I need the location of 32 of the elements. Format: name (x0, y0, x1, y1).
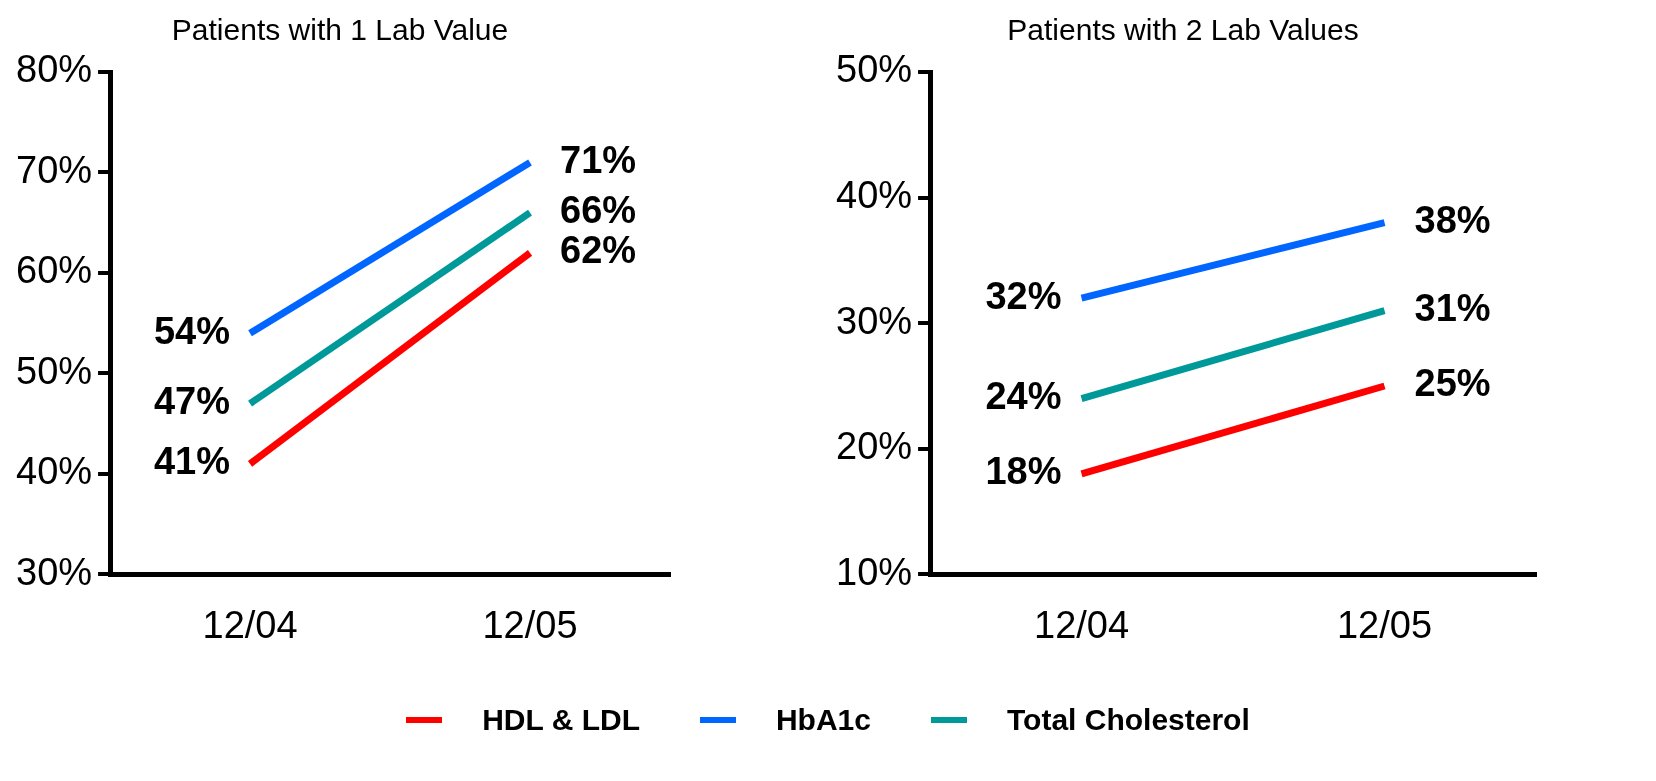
y-tick-label: 80% (15, 48, 93, 91)
legend-label: HDL & LDL (482, 703, 640, 737)
data-label: 54% (153, 309, 231, 352)
x-tick-label: 12/04 (1033, 603, 1130, 646)
data-label: 24% (985, 375, 1062, 418)
data-label: 71% (560, 138, 637, 181)
y-tick-label: 50% (835, 48, 913, 91)
y-tick-label: 20% (835, 425, 913, 468)
y-tick-label: 70% (15, 148, 93, 191)
x-tick-label: 12/04 (202, 603, 298, 646)
chart-title: Patients with 1 Lab Value (171, 13, 509, 47)
x-tick-label: 12/05 (1336, 603, 1433, 646)
data-label: 31% (1414, 287, 1491, 330)
y-tick-label: 30% (835, 299, 913, 342)
y-tick-label: 30% (15, 550, 93, 593)
y-tick-label: 10% (835, 550, 913, 593)
y-tick-label: 60% (15, 249, 93, 292)
legend-label: HbA1c (775, 703, 871, 737)
data-label: 41% (153, 440, 231, 483)
data-label: 38% (1414, 199, 1491, 242)
y-tick-label: 40% (15, 450, 93, 493)
data-label: 25% (1414, 362, 1491, 405)
chart-title: Patients with 2 Lab Values (1007, 13, 1359, 47)
data-label: 18% (985, 450, 1062, 493)
data-label: 47% (153, 380, 231, 423)
x-tick-label: 12/05 (482, 603, 578, 646)
y-tick-label: 40% (835, 174, 913, 217)
data-label: 62% (560, 229, 637, 272)
y-tick-label: 50% (15, 349, 93, 392)
data-label: 66% (560, 189, 637, 232)
legend-label: Total Cholesterol (1006, 703, 1250, 737)
data-label: 32% (985, 274, 1062, 317)
